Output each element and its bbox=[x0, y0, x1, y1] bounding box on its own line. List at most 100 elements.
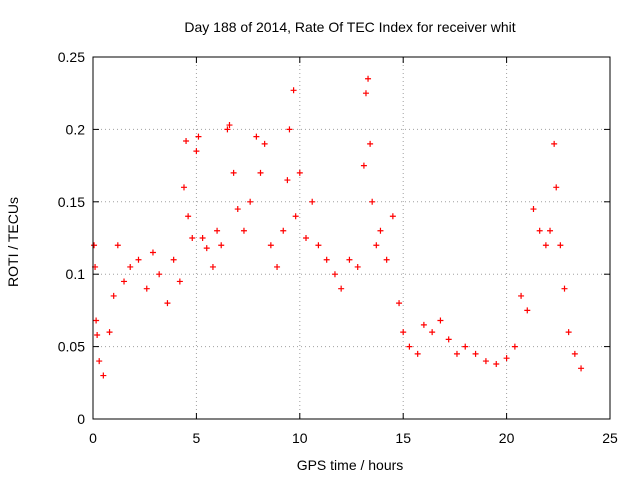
data-point bbox=[203, 245, 210, 252]
data-point bbox=[530, 206, 537, 213]
chart-title: Day 188 of 2014, Rate Of TEC Index for r… bbox=[184, 19, 515, 35]
y-tick-label: 0.1 bbox=[66, 266, 86, 282]
y-tick-label: 0.15 bbox=[58, 194, 85, 210]
data-point bbox=[536, 227, 543, 234]
data-point bbox=[253, 133, 260, 140]
data-point bbox=[303, 235, 310, 241]
y-tick-label: 0.2 bbox=[66, 121, 86, 137]
data-point bbox=[524, 307, 531, 314]
data-point bbox=[414, 350, 421, 357]
data-point bbox=[453, 350, 460, 357]
data-point bbox=[389, 213, 396, 220]
data-point bbox=[185, 213, 192, 220]
data-point bbox=[360, 162, 367, 169]
y-axis-ticks: 0 0.05 0.1 0.15 0.2 0.25 bbox=[58, 49, 610, 427]
data-point bbox=[106, 329, 113, 336]
data-point bbox=[209, 263, 216, 270]
data-point bbox=[195, 133, 202, 140]
data-point bbox=[296, 169, 303, 176]
x-tick-label: 25 bbox=[602, 430, 618, 446]
data-point bbox=[280, 227, 287, 234]
data-point bbox=[96, 358, 103, 365]
y-tick-label: 0 bbox=[77, 411, 85, 427]
data-point bbox=[224, 126, 231, 133]
data-point bbox=[183, 137, 190, 144]
data-point bbox=[180, 184, 187, 191]
data-point bbox=[400, 329, 407, 336]
data-point bbox=[578, 365, 585, 372]
data-point bbox=[199, 235, 206, 241]
plot-frame bbox=[92, 56, 611, 420]
data-point bbox=[373, 242, 380, 249]
data-point bbox=[274, 263, 281, 270]
data-point bbox=[214, 227, 221, 234]
data-point bbox=[261, 140, 268, 147]
data-point bbox=[226, 122, 233, 129]
data-point bbox=[189, 235, 196, 241]
data-point bbox=[547, 227, 554, 234]
data-point bbox=[143, 285, 150, 292]
data-point bbox=[346, 256, 353, 263]
grid-lines bbox=[93, 57, 610, 419]
data-point bbox=[121, 278, 128, 285]
data-point bbox=[247, 198, 254, 205]
data-point bbox=[542, 242, 549, 249]
data-point bbox=[462, 343, 469, 350]
data-point bbox=[553, 184, 560, 191]
data-point bbox=[437, 317, 444, 324]
data-point bbox=[114, 242, 121, 249]
x-tick-label: 20 bbox=[499, 430, 515, 446]
data-point bbox=[91, 242, 98, 249]
data-point bbox=[176, 278, 183, 285]
x-tick-label: 10 bbox=[292, 430, 308, 446]
data-point bbox=[193, 148, 200, 155]
data-points bbox=[91, 75, 585, 379]
data-point bbox=[135, 256, 142, 263]
data-point bbox=[561, 285, 568, 292]
data-point bbox=[367, 140, 374, 147]
data-point bbox=[257, 169, 264, 176]
data-point bbox=[284, 177, 291, 184]
data-point bbox=[164, 300, 171, 307]
y-tick-label: 0.25 bbox=[58, 49, 85, 65]
data-point bbox=[365, 75, 372, 82]
x-axis-ticks: 0 5 10 15 20 25 bbox=[89, 57, 618, 446]
data-point bbox=[290, 87, 297, 94]
x-axis-label: GPS time / hours bbox=[297, 457, 404, 473]
y-axis-label: ROTI / TECUs bbox=[5, 197, 21, 287]
data-point bbox=[482, 358, 489, 365]
data-point bbox=[354, 263, 361, 270]
data-point bbox=[94, 332, 101, 339]
data-point bbox=[149, 249, 156, 256]
data-point bbox=[292, 213, 299, 220]
data-point bbox=[170, 256, 177, 263]
data-point bbox=[551, 140, 558, 147]
data-point bbox=[503, 355, 510, 362]
data-point bbox=[429, 329, 436, 336]
x-tick-label: 5 bbox=[193, 430, 201, 446]
data-point bbox=[369, 198, 376, 205]
data-point bbox=[420, 321, 427, 328]
data-point bbox=[309, 198, 316, 205]
x-tick-label: 0 bbox=[89, 430, 97, 446]
data-point bbox=[518, 292, 525, 299]
data-point bbox=[396, 300, 403, 307]
data-point bbox=[230, 169, 237, 176]
data-point bbox=[383, 256, 390, 263]
data-point bbox=[315, 242, 322, 249]
y-tick-label: 0.05 bbox=[58, 339, 85, 355]
data-point bbox=[267, 242, 274, 249]
data-point bbox=[110, 292, 117, 299]
data-point bbox=[362, 90, 369, 97]
data-point bbox=[234, 206, 241, 213]
data-point bbox=[445, 336, 452, 343]
data-point bbox=[565, 329, 572, 336]
data-point bbox=[127, 263, 134, 270]
data-point bbox=[100, 372, 107, 379]
data-point bbox=[557, 242, 564, 249]
data-point bbox=[493, 360, 500, 367]
data-point bbox=[218, 242, 225, 249]
data-point bbox=[406, 343, 413, 350]
x-tick-label: 15 bbox=[395, 430, 411, 446]
